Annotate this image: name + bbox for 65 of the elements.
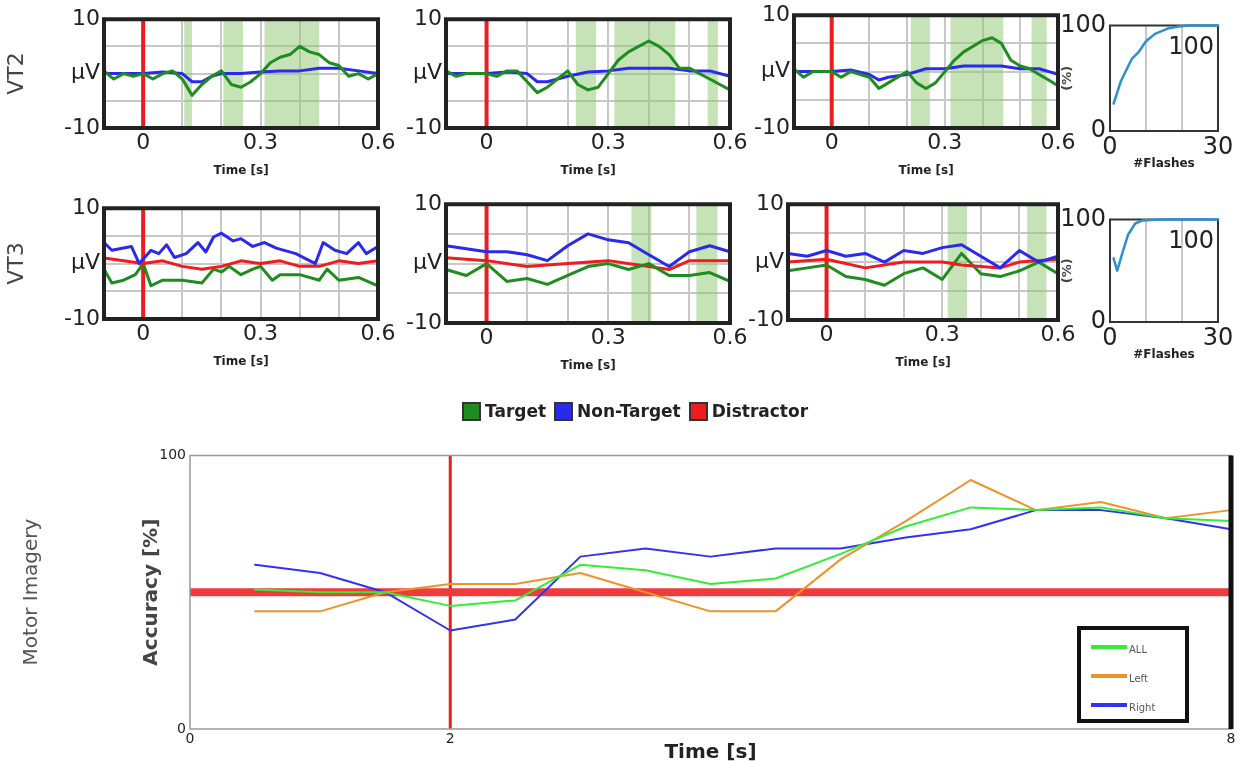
y-tick-label: μV (754, 247, 784, 273)
x-axis-title: Time [s] (898, 162, 954, 177)
y-tick-label: 100 (1060, 9, 1106, 38)
x-axis-title: Time [s] (560, 357, 616, 372)
y-axis-title: Accuracy [%] (138, 518, 163, 666)
x-tick-label: 0.3 (243, 128, 279, 154)
x-tick-label: 8 (1226, 730, 1236, 747)
y-tick-label: μV (70, 249, 100, 275)
x-tick-label: 0.6 (712, 128, 748, 154)
y-tick-label: 100 (1060, 203, 1106, 232)
legend-label: ALL (1129, 643, 1147, 655)
x-tick-label: 0.6 (360, 128, 396, 154)
annotation: 100 (1168, 31, 1214, 60)
y-tick-label: 10 (72, 193, 100, 219)
x-tick-label: 30 (1202, 131, 1234, 160)
y-axis-title: (%) (1059, 258, 1075, 284)
y-tick-label: -10 (64, 113, 100, 139)
y-tick-label: -10 (754, 113, 790, 139)
y-tick-label: μV (412, 59, 442, 85)
y-tick-label: μV (412, 249, 442, 275)
y-tick-label: -10 (64, 304, 100, 330)
x-tick-label: 0 (824, 128, 839, 154)
y-tick-label: 10 (414, 4, 442, 30)
y-tick-label: 10 (414, 189, 442, 215)
y-tick-label: 10 (72, 4, 100, 30)
legend-label: Distractor (711, 401, 809, 421)
x-tick-label: 2 (445, 730, 455, 747)
y-tick-label: μV (760, 57, 790, 83)
x-axis-title: Time [s] (213, 162, 269, 177)
x-tick-label: 0 (479, 323, 494, 349)
x-tick-label: 0.6 (712, 323, 748, 349)
x-tick-label: 0.3 (590, 323, 626, 349)
legend-label: Non-Target (577, 401, 681, 421)
y-tick-label: -10 (748, 305, 784, 331)
x-tick-label: 0.3 (927, 128, 963, 154)
x-tick-label: 0 (136, 319, 151, 345)
y-tick-label: -10 (406, 308, 442, 334)
legend-label: Target (485, 401, 547, 421)
x-axis-title: #Flashes (1133, 346, 1195, 361)
x-tick-label: 30 (1202, 322, 1234, 351)
x-tick-label: 0.3 (243, 319, 279, 345)
y-axis-title: VT2 (2, 52, 28, 95)
legend-label: Right (1129, 701, 1156, 713)
annotation: 100 (1168, 225, 1214, 254)
y-axis-title: (%) (1059, 65, 1075, 91)
x-tick-label: 0.3 (924, 320, 960, 346)
y-tick-label: μV (70, 59, 100, 85)
y-tick-label: 10 (756, 189, 784, 215)
legend-label: Left (1129, 672, 1148, 684)
x-tick-label: 0.6 (360, 319, 396, 345)
x-tick-label: 0 (819, 320, 834, 346)
x-axis-title: Time [s] (213, 353, 269, 368)
x-axis-title: Time [s] (664, 739, 757, 761)
x-tick-label: 0 (479, 128, 494, 154)
text: Motor Imagery (18, 518, 43, 666)
y-tick-label: 10 (762, 0, 790, 26)
x-axis-title: Time [s] (895, 354, 951, 369)
y-axis-title: VT3 (2, 242, 28, 285)
x-tick-label: 0.6 (1040, 128, 1076, 154)
x-axis-title: #Flashes (1133, 155, 1195, 170)
x-tick-label: 0 (136, 128, 151, 154)
x-tick-label: 0.6 (1040, 320, 1076, 346)
x-axis-title: Time [s] (560, 162, 616, 177)
y-tick-label: -10 (406, 113, 442, 139)
x-tick-label: 0.3 (590, 128, 626, 154)
